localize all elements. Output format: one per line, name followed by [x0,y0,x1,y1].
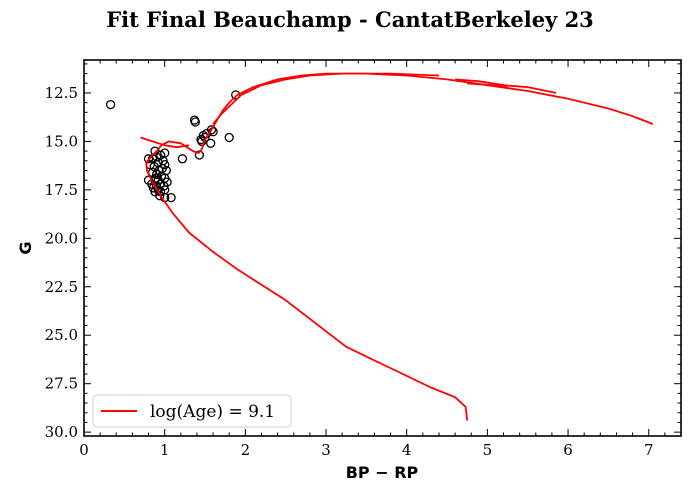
star-point-10 [206,138,216,148]
y-tick-label: 15.0 [45,132,78,150]
x-tick-label: 2 [241,441,251,459]
star-point-47 [157,163,167,174]
plot-frame [83,59,682,437]
star-point-8 [206,125,217,135]
star-point-43 [155,191,165,201]
isochrone-line-2 [140,136,190,149]
legend: log(Age) = 9.1 [92,394,292,428]
legend-box [92,394,292,428]
star-point-20 [143,154,154,164]
x-tick-label: 0 [79,441,89,459]
y-tick-label: 22.5 [45,278,78,296]
y-tick-label: 20.0 [45,229,78,247]
y-axis-label: G [16,241,35,254]
star-point-4 [224,132,234,143]
star-point-2 [190,117,200,127]
star-point-3 [231,90,241,100]
star-point-45 [166,192,176,203]
isochrone-line-3 [455,78,557,94]
x-tick-label: 1 [160,441,170,459]
x-tick-label: 3 [321,441,331,459]
x-tick-label: 7 [644,441,654,459]
star-point-28 [151,169,162,180]
star-point-12 [177,154,188,164]
x-tick-label: 5 [483,441,493,459]
star-point-48 [151,173,161,183]
y-tick-label: 12.5 [45,84,78,102]
isochrone-line-4 [467,82,508,88]
y-tick-label: 25.0 [45,326,78,344]
x-tick-label: 4 [402,441,412,459]
y-tick-label: 27.5 [45,375,78,393]
axes: 0 1 2 3 4 5 6 7 12.5 15.0 17.5 20.0 22.5 25.0 27.5 30.0 [45,59,682,459]
x-tick-label: 6 [563,441,573,459]
x-axis-label: BP − RP [346,463,419,482]
isochrone-line-1 [145,72,654,421]
legend-label: log(Age) = 9.1 [150,402,275,422]
plot-area [105,72,654,421]
star-point-0 [105,99,116,110]
y-tick-label: 17.5 [45,181,78,199]
chart-title: Fit Final Beauchamp - CantatBerkeley 23 [106,7,594,32]
y-tick-label: 30.0 [45,423,78,441]
isochrone-line-5 [212,72,440,125]
